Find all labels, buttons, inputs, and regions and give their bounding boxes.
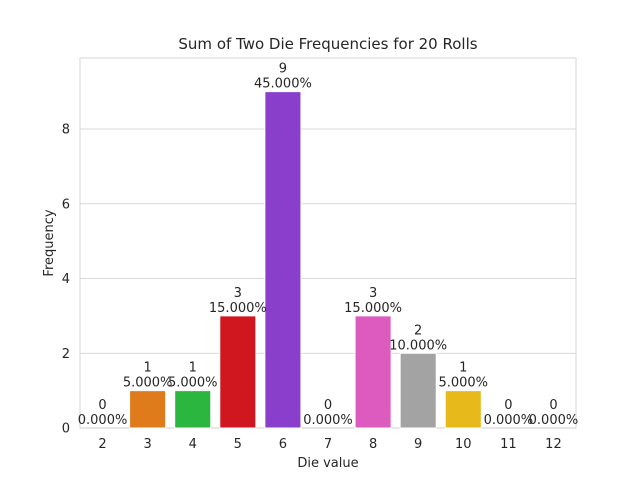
bar-4: [174, 390, 212, 429]
bar-3: [129, 390, 167, 429]
count-label-8: 3: [369, 286, 377, 301]
y-tick-label: 4: [62, 272, 70, 287]
count-label-2: 0: [98, 398, 106, 413]
x-tick-label: 11: [500, 437, 517, 452]
count-label-6: 9: [279, 62, 287, 77]
percent-label-2: 0.000%: [78, 413, 128, 428]
x-tick-label: 6: [279, 437, 287, 452]
bar-9: [399, 352, 437, 429]
percent-label-9: 10.000%: [389, 338, 447, 353]
x-tick-label: 7: [324, 437, 332, 452]
data-labels: 00.000%15.000%15.000%315.000%945.000%00.…: [78, 62, 578, 428]
count-label-11: 0: [504, 398, 512, 413]
count-label-10: 1: [459, 361, 467, 376]
x-tick-labels: 2 3 4 5 6 7 8 9 10 11 12: [98, 437, 561, 452]
bar-10: [444, 390, 482, 429]
count-label-5: 3: [234, 286, 242, 301]
count-label-3: 1: [143, 361, 151, 376]
bar-6: [264, 91, 302, 429]
x-tick-label: 12: [545, 437, 562, 452]
y-tick-label: 0: [62, 422, 70, 437]
bar-5: [219, 315, 257, 429]
percent-label-11: 0.000%: [484, 413, 534, 428]
percent-label-7: 0.000%: [303, 413, 353, 428]
bar-8: [354, 315, 392, 429]
chart-title: Sum of Two Die Frequencies for 20 Rolls: [178, 35, 477, 53]
count-label-7: 0: [324, 398, 332, 413]
percent-label-8: 15.000%: [344, 301, 402, 316]
y-tick-label: 2: [62, 347, 70, 362]
percent-label-4: 5.000%: [168, 376, 218, 391]
y-tick-label: 6: [62, 197, 70, 212]
count-label-9: 2: [414, 323, 422, 338]
x-tick-label: 4: [189, 437, 197, 452]
x-tick-label: 8: [369, 437, 377, 452]
y-tick-labels: 0 2 4 6 8: [62, 123, 70, 437]
percent-label-12: 0.000%: [529, 413, 579, 428]
plot-frame: [79, 57, 577, 429]
x-tick-label: 9: [414, 437, 422, 452]
x-tick-label: 3: [143, 437, 151, 452]
y-axis-label: Frequency: [42, 209, 57, 276]
bars: [129, 91, 482, 429]
x-axis-label: Die value: [297, 456, 358, 471]
percent-label-6: 45.000%: [254, 77, 312, 92]
percent-label-10: 5.000%: [438, 376, 488, 391]
x-tick-label: 2: [98, 437, 106, 452]
count-label-4: 1: [189, 361, 197, 376]
x-tick-label: 5: [234, 437, 242, 452]
count-label-12: 0: [549, 398, 557, 413]
y-tick-label: 8: [62, 123, 70, 138]
percent-label-3: 5.000%: [123, 376, 173, 391]
x-tick-label: 10: [455, 437, 472, 452]
percent-label-5: 15.000%: [209, 301, 267, 316]
